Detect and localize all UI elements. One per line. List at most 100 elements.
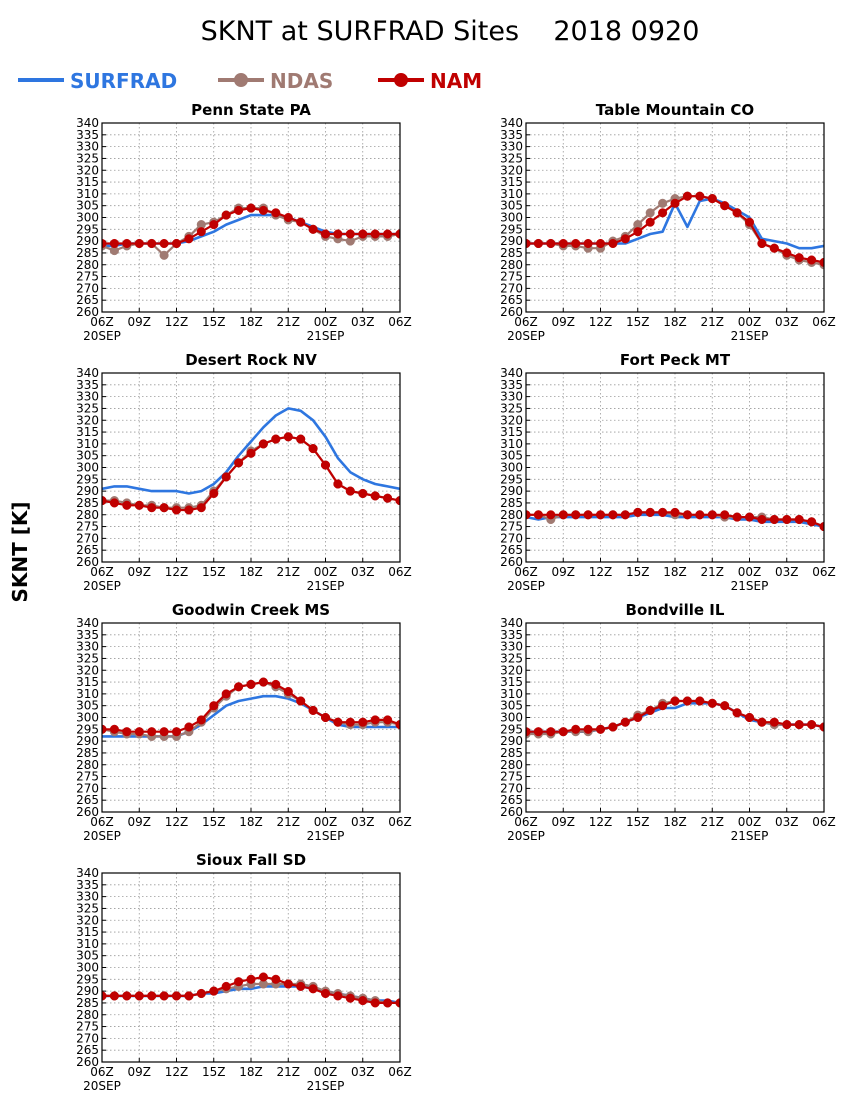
y-tick-label: 300 — [76, 711, 99, 725]
point-nam — [645, 507, 655, 517]
grid — [526, 623, 824, 812]
y-tick-label: 285 — [76, 496, 99, 510]
x-tick-label: 09Z — [128, 565, 152, 579]
y-tick-label: 290 — [76, 234, 99, 248]
y-tick-label: 270 — [76, 781, 99, 795]
series-group — [102, 203, 400, 260]
y-tick-label: 260 — [76, 1055, 99, 1069]
legend-entry-surfrad: SURFRAD — [18, 69, 177, 93]
x-tick-label: 12Z — [165, 315, 189, 329]
y-tick-label: 330 — [76, 640, 99, 654]
x-tick-label: 15Z — [626, 815, 650, 829]
x-tick-label: 06Z — [90, 815, 114, 829]
point-nam — [171, 991, 182, 1001]
x-tick-label: 06Z — [812, 815, 836, 829]
y-tick-label: 295 — [76, 972, 99, 986]
y-tick-label: 315 — [500, 175, 523, 189]
x-tick-label: 15Z — [202, 315, 226, 329]
point-nam — [720, 701, 730, 711]
y-tick-label: 260 — [76, 305, 99, 319]
point-nam — [782, 720, 792, 730]
x-tick-label: 12Z — [589, 815, 613, 829]
y-tick-label: 300 — [500, 461, 523, 475]
panel-penn-state-pa: Penn State PA 260265270275280285290295300… — [76, 101, 412, 343]
x-tick-label: 18Z — [239, 815, 263, 829]
point-ndas — [658, 198, 668, 208]
point-nam — [234, 458, 244, 468]
point-nam — [807, 255, 817, 265]
point-nam — [608, 510, 618, 520]
point-nam — [122, 727, 132, 737]
x-tick-label: 18Z — [663, 565, 687, 579]
point-nam — [102, 496, 107, 506]
y-tick-label: 265 — [76, 793, 99, 807]
y-tick-label: 335 — [76, 628, 99, 642]
y-tick-label: 265 — [500, 793, 523, 807]
point-nam — [134, 500, 144, 510]
y-tick-label: 335 — [500, 628, 523, 642]
point-nam — [720, 201, 730, 211]
panel-title: Table Mountain CO — [596, 101, 754, 119]
y-tick-label: 295 — [76, 472, 99, 486]
x-tick-label: 15Z — [202, 1065, 226, 1079]
y-tick-label: 315 — [500, 675, 523, 689]
y-tick-label: 260 — [500, 555, 523, 569]
y-tick-label: 340 — [76, 366, 99, 380]
y-tick-label: 305 — [500, 699, 523, 713]
y-tick-label: 320 — [500, 663, 523, 677]
y-tick-label: 285 — [500, 496, 523, 510]
point-nam — [670, 696, 680, 706]
point-nam — [320, 229, 331, 239]
point-nam — [744, 712, 755, 723]
point-nam — [794, 720, 804, 730]
x-tick-label: 06Z — [388, 815, 412, 829]
y-tick-label: 315 — [76, 175, 99, 189]
y-tick-label: 310 — [76, 937, 99, 951]
x-tick-label: 09Z — [552, 315, 576, 329]
x-tick-label: 21Z — [277, 815, 301, 829]
y-tick-label: 295 — [500, 722, 523, 736]
point-nam — [533, 510, 543, 520]
x-tick-label: 00Z — [738, 315, 762, 329]
y-tick-label: 270 — [76, 1031, 99, 1045]
plot-frame — [101, 372, 401, 563]
point-nam — [620, 510, 630, 520]
point-nam — [571, 238, 581, 249]
x-tick-label: 18Z — [239, 1065, 263, 1079]
point-nam — [395, 496, 400, 506]
x-tick-label: 15Z — [202, 565, 226, 579]
x-tick-label: 09Z — [128, 1065, 152, 1079]
y-tick-label: 320 — [500, 163, 523, 177]
y-tick-label: 295 — [500, 222, 523, 236]
y-tick-label: 325 — [500, 651, 523, 665]
x-tick-label: 18Z — [239, 315, 263, 329]
y-tick-label: 270 — [76, 281, 99, 295]
point-nam — [645, 705, 655, 715]
point-nam — [221, 689, 231, 699]
y-tick-label: 305 — [76, 449, 99, 463]
point-nam — [159, 503, 169, 513]
series-nam — [526, 507, 824, 532]
point-nam — [184, 234, 194, 244]
point-nam — [620, 234, 630, 244]
figure-title: SKNT at SURFRAD Sites 2018 0920 — [201, 16, 700, 47]
point-nam — [757, 514, 767, 525]
series-group — [102, 677, 400, 741]
point-nam — [320, 460, 331, 470]
point-nam — [283, 686, 293, 697]
y-tick-label: 300 — [500, 211, 523, 225]
point-nam — [546, 727, 556, 737]
point-nam — [271, 974, 281, 984]
point-nam — [271, 434, 281, 444]
point-nam — [670, 198, 680, 208]
x-tick-label: 15Z — [202, 815, 226, 829]
y-tick-label: 275 — [500, 770, 523, 784]
y-tick-label: 280 — [76, 758, 99, 772]
x-tick-label: 21Z — [277, 565, 301, 579]
point-nam — [794, 253, 804, 263]
y-tick-label: 310 — [500, 187, 523, 201]
y-tick-label: 275 — [76, 1020, 99, 1034]
point-ndas — [159, 250, 169, 260]
point-nam — [533, 727, 543, 737]
series-line-surfrad — [102, 407, 400, 495]
